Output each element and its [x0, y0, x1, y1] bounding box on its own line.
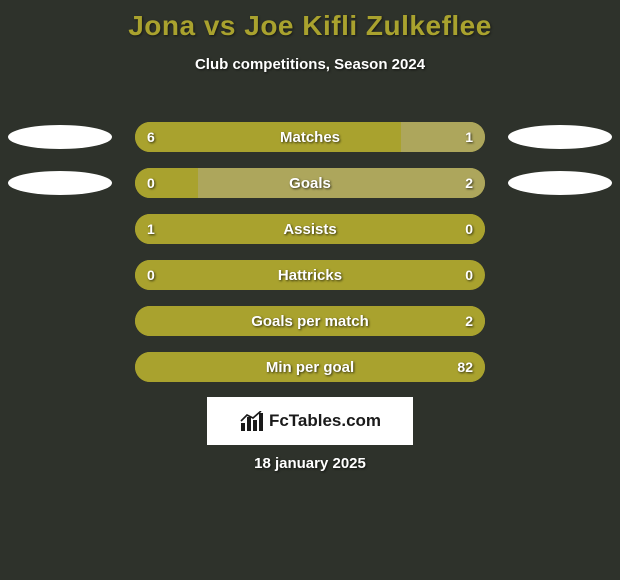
stat-bar: 10Assists [135, 214, 485, 244]
stat-row: 00Hattricks [0, 260, 620, 290]
stat-label: Min per goal [135, 352, 485, 382]
stat-label: Assists [135, 214, 485, 244]
logo-box: FcTables.com [207, 397, 413, 445]
page-title: Jona vs Joe Kifli Zulkeflee [0, 0, 620, 42]
logo-text: FcTables.com [269, 411, 381, 431]
player-left-oval [8, 171, 112, 195]
stat-row: 82Min per goal [0, 352, 620, 382]
stat-bar: 82Min per goal [135, 352, 485, 382]
stat-label: Goals per match [135, 306, 485, 336]
comparison-infographic: Jona vs Joe Kifli Zulkeflee Club competi… [0, 0, 620, 580]
stat-row: 02Goals [0, 168, 620, 198]
stat-bar: 2Goals per match [135, 306, 485, 336]
stat-label: Matches [135, 122, 485, 152]
date-text: 18 january 2025 [0, 455, 620, 472]
chart-icon [239, 411, 265, 431]
stat-row: 10Assists [0, 214, 620, 244]
stat-label: Goals [135, 168, 485, 198]
player-right-oval [508, 125, 612, 149]
stats-rows: 61Matches 02Goals 10Assists 00Hattricks 2Goa… [0, 122, 620, 398]
stat-bar: 02Goals [135, 168, 485, 198]
player-right-oval [508, 171, 612, 195]
stat-bar: 00Hattricks [135, 260, 485, 290]
player-left-oval [8, 125, 112, 149]
subtitle: Club competitions, Season 2024 [0, 56, 620, 73]
stat-row: 2Goals per match [0, 306, 620, 336]
stat-row: 61Matches [0, 122, 620, 152]
stat-label: Hattricks [135, 260, 485, 290]
stat-bar: 61Matches [135, 122, 485, 152]
